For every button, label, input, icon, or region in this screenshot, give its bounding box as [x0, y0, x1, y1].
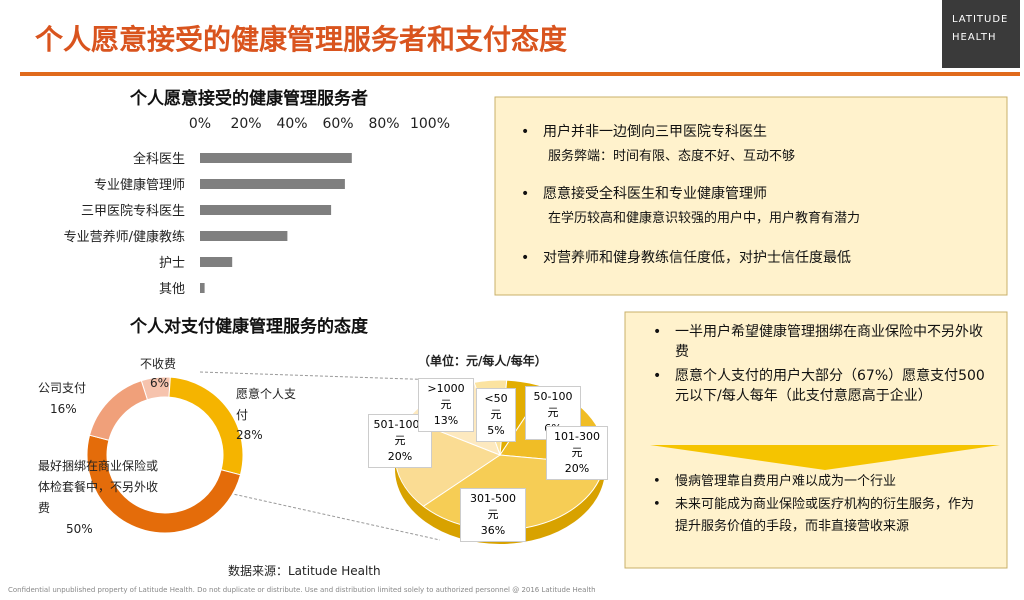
category-label: >1000元	[427, 382, 465, 411]
pie-label: 301-500元 36%	[460, 488, 526, 542]
chart-subtitle: （单位：元/每人/每年）	[418, 354, 547, 368]
pie-label: 501-1000元 20%	[368, 414, 432, 468]
category-label: 501-1000元	[373, 418, 427, 447]
donut-segment	[88, 380, 149, 441]
y-tick-label: 护士	[159, 256, 185, 271]
connector	[199, 371, 441, 381]
bar	[200, 283, 205, 293]
donut-segment	[168, 376, 244, 476]
note: 愿意接受全科医生和专业健康管理师	[521, 184, 767, 204]
y-tick-label: 其他	[159, 282, 185, 297]
x-tick-label: 20%	[230, 116, 261, 132]
value-label: 50%	[66, 522, 93, 536]
category-label: 301-500元	[470, 492, 516, 521]
donut-label: 最好捆绑在商业保险或体检套餐中，不另外收费	[38, 459, 159, 515]
x-tick-label: 100%	[410, 116, 450, 132]
footer: Confidential unpublished property of Lat…	[8, 586, 596, 594]
pie-label: 101-300元 20%	[546, 426, 608, 480]
bar	[200, 153, 352, 163]
page-title: 个人愿意接受的健康管理服务者和支付态度	[35, 23, 568, 56]
note: 用户并非一边倒向三甲医院专科医生	[521, 122, 767, 142]
bar	[200, 205, 332, 215]
note: 一半用户希望健康管理捆绑在商业保险中不另外收费	[653, 322, 985, 362]
x-tick-label: 0%	[189, 116, 211, 132]
value-label: 5%	[487, 424, 505, 437]
bar	[200, 179, 345, 189]
bar	[200, 257, 233, 267]
y-tick-label: 专业营养师/健康教练	[64, 229, 185, 245]
logo-text: LATITUDE	[952, 14, 1009, 25]
pie-label: >1000元 13%	[418, 378, 474, 432]
x-tick-label: 40%	[276, 116, 307, 132]
value-label: 20%	[387, 450, 413, 463]
value-label: 20%	[564, 462, 590, 475]
chart-title: 个人对支付健康管理服务的态度	[130, 317, 368, 337]
donut-label: 不收费	[140, 357, 177, 371]
divider-arrow	[650, 445, 1000, 470]
source: 数据来源：Latitude Health	[228, 564, 381, 578]
value-label: 16%	[50, 402, 77, 416]
logo-text: HEALTH	[952, 32, 997, 43]
note: 慢病管理靠自费用户难以成为一个行业	[653, 472, 985, 492]
note: 愿意个人支付的用户大部分（67%）愿意支付500元以下/每人每年（此支付意愿高于…	[653, 366, 985, 406]
x-tick-label: 60%	[322, 116, 353, 132]
x-tick-label: 80%	[368, 116, 399, 132]
donut-segment	[86, 434, 242, 534]
value-label: 6%	[150, 376, 170, 390]
value-label: 36%	[480, 524, 506, 537]
y-tick-label: 全科医生	[133, 151, 185, 167]
value-label: 13%	[433, 414, 459, 427]
chart-title: 个人愿意接受的健康管理服务者	[130, 89, 368, 109]
pie-label: <50元 5%	[476, 388, 516, 442]
logo-box	[942, 0, 1020, 68]
category-label: 101-300元	[554, 430, 600, 459]
category-label: <50元	[484, 392, 508, 421]
note: 未来可能成为商业保险或医疗机构的衍生服务，作为提升服务价值的手段，而非直接营收来…	[653, 494, 985, 538]
value-label: 28%	[236, 428, 263, 442]
donut-label: 公司支付	[38, 381, 87, 395]
note-sub: 服务弊端：时间有限、态度不好、互动不够	[548, 149, 796, 164]
note-sub: 在学历较高和健康意识较强的用户中，用户教育有潜力	[548, 211, 861, 226]
bar	[200, 231, 288, 241]
y-tick-label: 三甲医院专科医生	[81, 204, 185, 219]
note: 对营养师和健身教练信任度低，对护士信任度最低	[521, 248, 851, 268]
donut-label: 愿意个人支付	[236, 387, 297, 422]
connector	[214, 489, 441, 541]
category-label: 50-100元	[533, 390, 573, 419]
y-tick-label: 专业健康管理师	[94, 177, 185, 193]
